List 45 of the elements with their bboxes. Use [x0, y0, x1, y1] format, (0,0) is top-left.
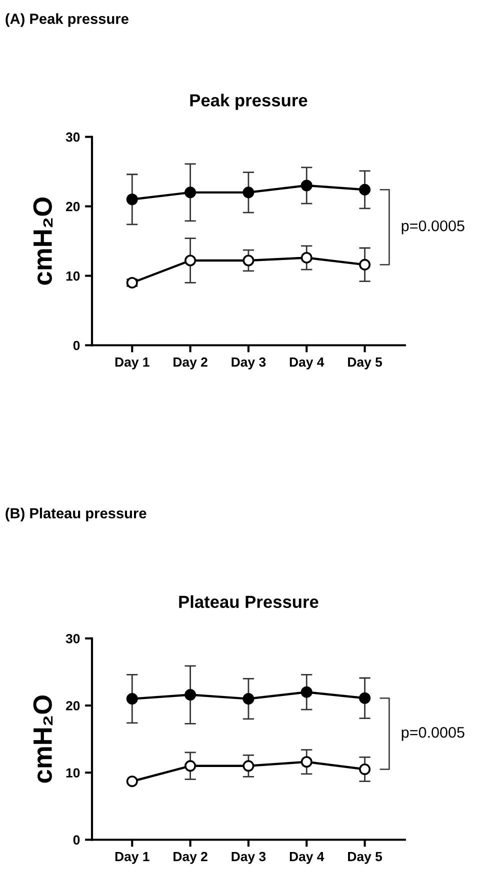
x-tick-label: Day 5 [348, 852, 382, 864]
y-tick-label: 0 [73, 340, 80, 350]
y-tick-label: 30 [66, 132, 80, 142]
chart-title: Plateau Pressure [179, 595, 318, 608]
point [126, 776, 138, 788]
x-tick-label: Day 3 [232, 357, 266, 370]
chart-title: Peak pressure [190, 94, 308, 110]
point [359, 184, 371, 196]
y-tick-label: 10 [66, 271, 80, 281]
chart-subtitle: (A) Peak pressure [6, 13, 128, 27]
point [242, 186, 254, 198]
x-tick-label: Day 4 [290, 852, 324, 864]
point [242, 693, 254, 705]
point [184, 186, 196, 198]
annotation: p=0.0005 [402, 726, 464, 741]
point [359, 764, 371, 776]
point [184, 689, 196, 701]
y-tick-label: 20 [66, 202, 80, 212]
point [359, 692, 371, 704]
point [359, 258, 371, 270]
y-tick-label: 10 [66, 768, 80, 778]
y-tick-label: 20 [66, 701, 80, 710]
y-tick-label: 30 [66, 634, 80, 644]
x-tick-label: Day 1 [115, 852, 150, 864]
point [300, 686, 312, 698]
x-tick-label: Day 1 [115, 358, 150, 370]
x-tick-label: Day 4 [290, 358, 324, 370]
point [126, 693, 138, 705]
point [300, 252, 312, 264]
y-axis-title: cmH₂O [33, 197, 53, 285]
point [242, 760, 254, 772]
point [242, 254, 254, 266]
x-tick-label: Day 5 [348, 358, 382, 370]
point [126, 194, 138, 206]
y-axis-title: cmH₂O [33, 695, 53, 783]
point [300, 756, 312, 768]
x-tick-label: Day 3 [232, 852, 266, 864]
point [184, 760, 196, 772]
chart-subtitle: (B) Plateau pressure [6, 508, 146, 522]
point [300, 180, 312, 192]
point [184, 254, 196, 266]
annotation: p=0.0005 [402, 220, 464, 234]
x-tick-label: Day 2 [174, 357, 208, 370]
x-tick-label: Day 2 [174, 852, 208, 864]
y-tick-label: 0 [73, 835, 80, 845]
